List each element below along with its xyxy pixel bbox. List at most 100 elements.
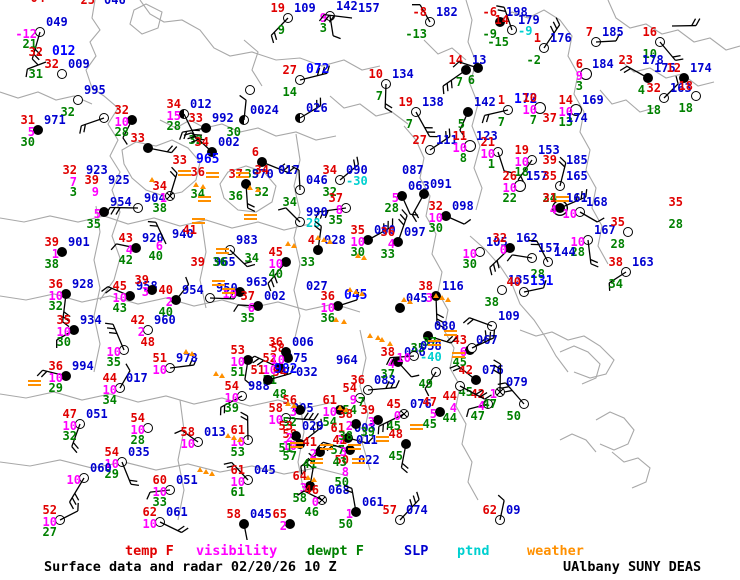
visibility-value: 9 [91, 185, 99, 199]
station-clear-icon [691, 91, 701, 101]
temperature-value: 34 [166, 97, 181, 111]
sea-level-pressure-value: 965 [196, 152, 220, 167]
temperature-value: 44 [442, 389, 457, 403]
sea-level-pressure-value: 123 [476, 129, 498, 143]
dewpoint-value: 39 [360, 425, 375, 439]
legend-key-ptnd: ptnd [457, 543, 490, 559]
dewpoint-value: 38 [484, 295, 499, 309]
sea-level-pressure-value: 157 [526, 169, 548, 183]
sea-level-pressure-value: 060 [90, 461, 112, 475]
visibility-value: 3 [299, 481, 307, 495]
sea-level-pressure-value: 963 [246, 275, 268, 289]
sea-level-pressure-value: 940 [172, 227, 194, 241]
sea-level-pressure-value: 074 [406, 503, 428, 517]
dewpoint-value: 28 [114, 125, 129, 139]
dewpoint-value: 34 [244, 251, 259, 265]
visibility-value: 10 [480, 147, 495, 161]
dewpoint-value: 50 [334, 475, 349, 489]
dewpoint-value: 13 [558, 115, 573, 129]
dewpoint-value: 6 [467, 73, 475, 87]
temperature-value: 19 [270, 1, 285, 15]
visibility-value: -12 [15, 27, 37, 41]
station-plot-layer[interactable]: 042504621-120493231012320093299531305971… [0, 0, 740, 540]
sea-level-pressure-value: 990 [306, 205, 328, 219]
dewpoint-value: -9 [482, 27, 497, 41]
temperature-value: 1 [497, 93, 505, 107]
temperature-value: 39 [542, 153, 557, 167]
station-overcast-icon [147, 285, 157, 295]
visibility-value: 10 [452, 141, 467, 155]
sea-level-pressure-value: 994 [72, 359, 94, 373]
fog-icon [178, 170, 191, 176]
visibility-value: 10 [104, 457, 119, 471]
visibility-value: 15 [166, 109, 181, 123]
temperature-value: 53 [278, 419, 293, 433]
fog-icon [244, 214, 257, 220]
visibility-value: 10 [320, 301, 335, 315]
temperature-value: 38 [338, 407, 353, 421]
station-overcast-icon [419, 189, 429, 199]
fog-icon [428, 340, 441, 346]
dewpoint-value: 33 [300, 255, 315, 269]
temperature-value: 58 [226, 507, 241, 521]
station-clear-icon [467, 343, 477, 353]
temperature-value: 35 [610, 215, 625, 229]
dewpoint-value: 28 [668, 217, 683, 231]
visibility-value: 3 [141, 285, 149, 299]
temperature-value: 46 [304, 483, 319, 497]
temperature-value: 18 [678, 79, 693, 93]
legend-key-dewpt-f: dewpt F [307, 543, 364, 559]
sea-level-pressure-value: 076 [482, 363, 504, 377]
fog-icon [376, 436, 389, 442]
sea-level-pressure-value: 901 [68, 235, 90, 249]
dewpoint-value: 45 [422, 417, 437, 431]
temperature-value: 1 [533, 31, 541, 45]
dewpoint-value: 38 [338, 429, 353, 443]
dewpoint-value: 34 [608, 277, 623, 291]
dewpoint-value: 35 [328, 213, 343, 227]
station-overcast-icon [435, 407, 445, 417]
sea-level-pressure-value: 046 [104, 0, 126, 7]
fog-icon [310, 458, 323, 464]
map-canvas[interactable]: 042504621-120493231012320093299531305971… [0, 0, 740, 540]
dewpoint-value: 10 [642, 47, 657, 61]
temperature-value: 14 [558, 93, 573, 107]
sea-level-pressure-value: 045 [254, 463, 276, 477]
dewpoint-value: 32 [60, 105, 75, 119]
visibility-value: 10 [102, 383, 117, 397]
dewpoint-value: 29 [48, 381, 63, 395]
dewpoint-value: 49 [418, 377, 433, 391]
dewpoint-value: 32 [62, 429, 77, 443]
station-clear-icon [57, 69, 67, 79]
temperature-value: 32 [646, 81, 661, 95]
sea-level-pressure-value: 032 [296, 365, 318, 379]
fog-icon [192, 218, 205, 224]
temperature-value: 41 [302, 435, 317, 449]
temperature-value: 36 [190, 165, 205, 179]
station-overcast-icon [679, 73, 689, 83]
temperature-value: 6 [251, 145, 259, 159]
visibility-value: 10 [562, 207, 577, 221]
visibility-value: 2 [309, 447, 317, 461]
sea-level-pressure-value: 184 [592, 57, 614, 71]
station-clear-icon [205, 293, 215, 303]
temperature-value: 48 [388, 427, 403, 441]
temperature-value: 11 [452, 129, 467, 143]
sea-level-pressure-value: 934 [80, 313, 102, 327]
visibility-value: 10 [106, 345, 121, 359]
visibility-value: 10 [462, 247, 477, 261]
visibility-value: 1 [159, 191, 167, 205]
station-clear-icon [580, 68, 592, 80]
visibility-value: 4 [449, 401, 457, 415]
dewpoint-value: 7 [375, 89, 383, 103]
temperature-value: 36 [350, 373, 365, 387]
wind-barb-icon [671, 18, 701, 27]
dewpoint-value: 27 [42, 525, 57, 539]
station-clear-icon [497, 285, 507, 295]
temperature-value: 43 [118, 231, 133, 245]
temperature-value: 33 [188, 111, 203, 125]
temperature-value: 37 [542, 111, 557, 125]
dewpoint-value: 9 [277, 23, 285, 37]
dewpoint-value: 48 [272, 387, 287, 401]
dewpoint-value: 30 [462, 257, 477, 271]
